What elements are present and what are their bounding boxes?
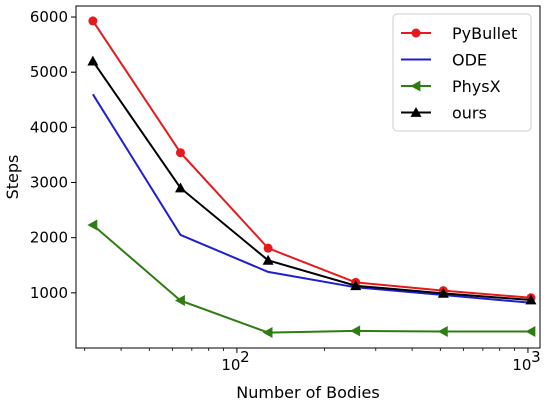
- legend-label: ours: [452, 104, 487, 123]
- x-axis-label: Number of Bodies: [236, 383, 379, 402]
- x-tick-exponent: 2: [240, 348, 250, 366]
- legend-marker: [410, 80, 421, 92]
- series-line: [92, 224, 531, 334]
- y-tick-label: 1000: [30, 284, 68, 302]
- x-tick-label: 10: [512, 356, 531, 374]
- series-line: [92, 60, 532, 301]
- data-point: [87, 55, 99, 66]
- series-ours: [87, 55, 537, 305]
- legend-label: ODE: [452, 51, 487, 70]
- series-layer: [87, 16, 537, 339]
- y-tick-label: 3000: [30, 174, 68, 192]
- data-point: [262, 327, 273, 339]
- data-point: [437, 287, 449, 298]
- y-tick-label: 6000: [30, 8, 68, 26]
- y-tick-label: 2000: [30, 229, 68, 247]
- data-point: [350, 280, 362, 291]
- series-physx: [87, 219, 536, 339]
- data-point: [525, 325, 536, 337]
- legend-item: PyBullet: [401, 24, 517, 43]
- legend: PyBullet ODE PhysX ours: [392, 13, 532, 132]
- legend-item: ours: [401, 104, 487, 123]
- data-point: [525, 294, 537, 305]
- data-point: [263, 243, 273, 253]
- legend-label: PhysX: [452, 77, 501, 96]
- data-point: [175, 148, 185, 158]
- y-axis-label: Steps: [3, 155, 22, 200]
- series-line: [92, 20, 532, 299]
- data-point: [174, 295, 185, 307]
- y-tick-label: 4000: [30, 118, 68, 136]
- x-tick-label: 10: [221, 356, 240, 374]
- data-point: [174, 182, 186, 193]
- legend-item: PhysX: [401, 77, 501, 96]
- legend-label: PyBullet: [452, 24, 517, 43]
- data-point: [437, 325, 448, 337]
- x-axis-ticks: 10 2 10 3: [84, 348, 541, 374]
- series-line: [92, 93, 532, 304]
- y-tick-label: 5000: [30, 63, 68, 81]
- legend-marker: [410, 107, 422, 117]
- legend-box: [392, 13, 532, 132]
- series-ode: [92, 93, 532, 304]
- data-point: [88, 16, 98, 26]
- data-point: [87, 219, 98, 231]
- data-point: [350, 325, 361, 337]
- x-tick-exponent: 3: [531, 348, 541, 366]
- legend-item: ODE: [401, 51, 487, 70]
- data-point: [262, 254, 274, 265]
- y-axis-ticks: 1000 2000 3000 4000 5000 6000: [30, 8, 76, 302]
- legend-marker: [411, 28, 421, 38]
